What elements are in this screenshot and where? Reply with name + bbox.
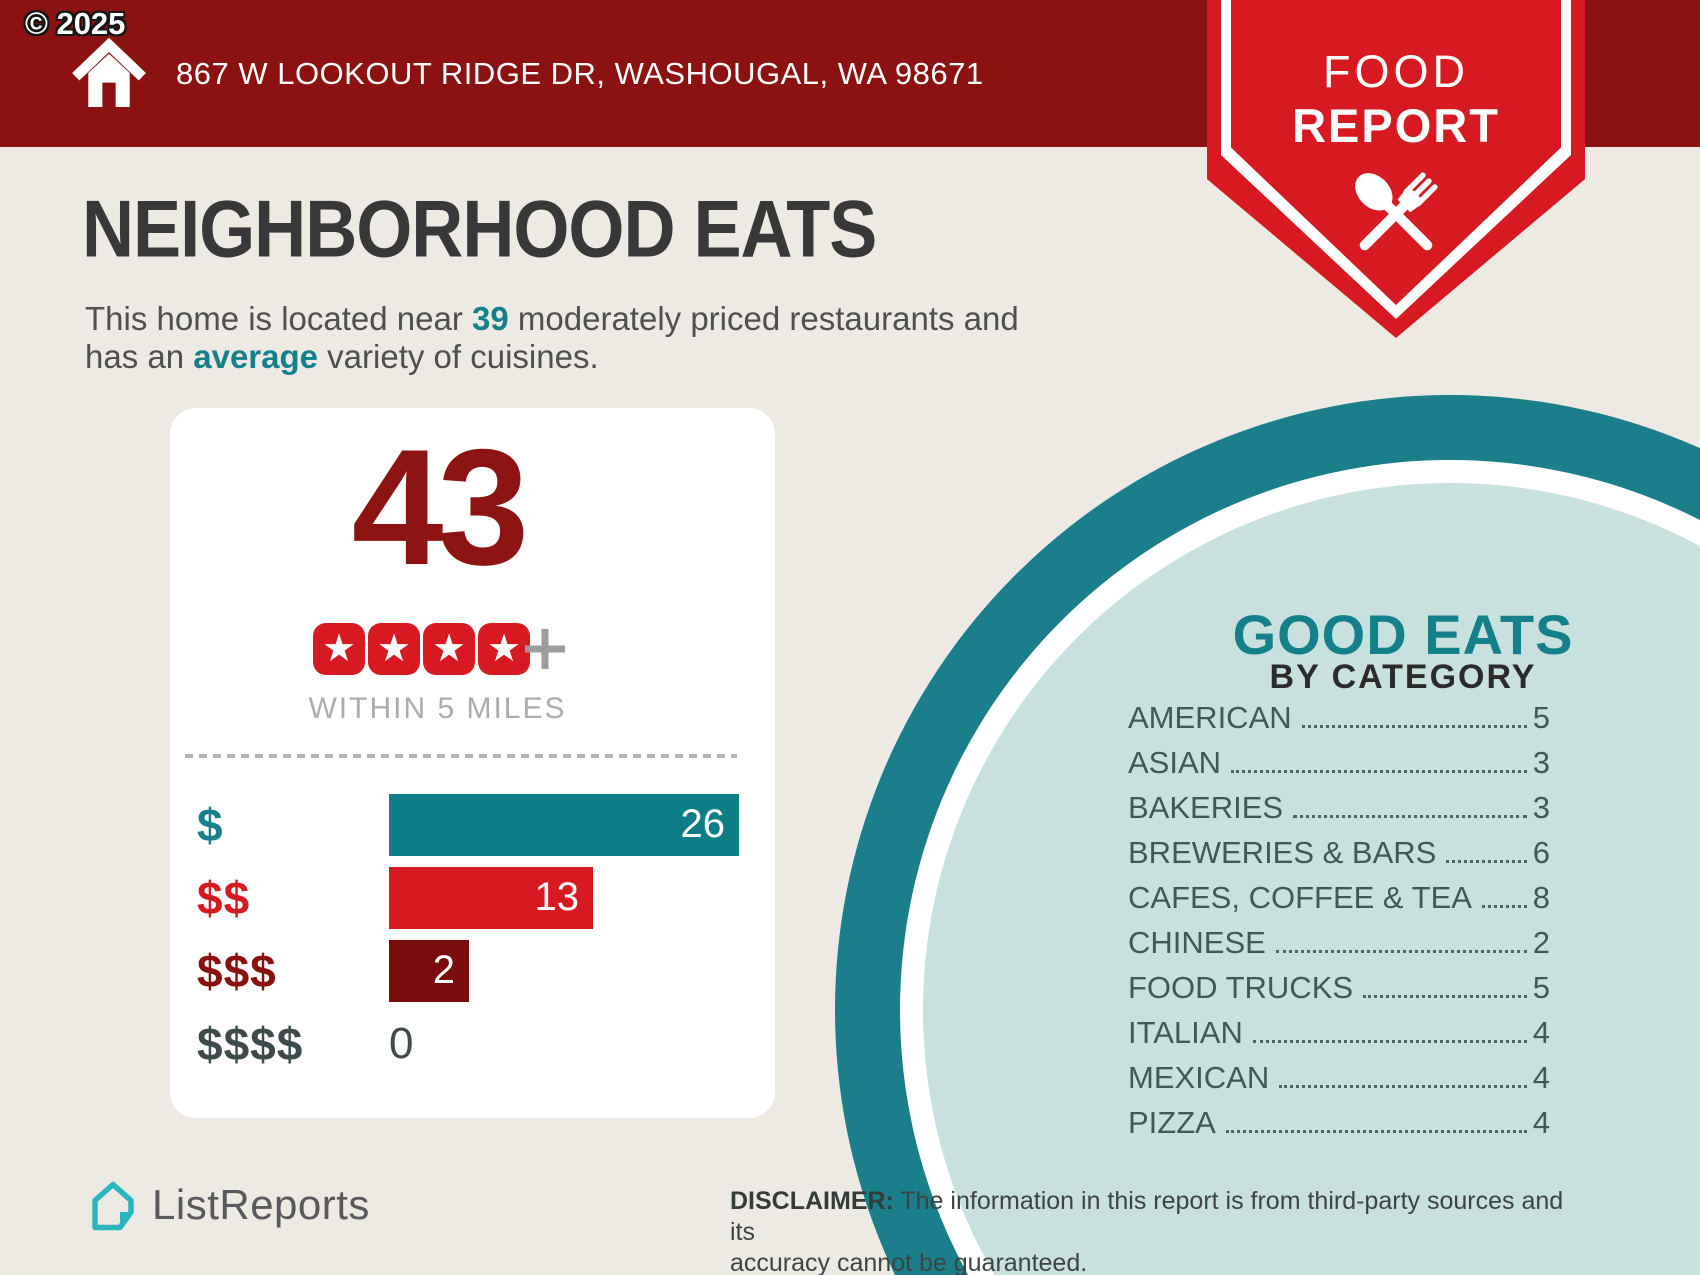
category-count: 3 <box>1532 745 1550 780</box>
home-icon <box>72 37 146 108</box>
category-row: PIZZA 4 <box>1128 1105 1550 1150</box>
spoon-fork-icon <box>1355 172 1438 251</box>
food-report-badge: FOOD REPORT <box>1207 0 1585 338</box>
price-tier-row: $$ 13 <box>197 861 757 934</box>
good-eats-title: GOOD EATS <box>1232 603 1574 666</box>
disclaimer: DISCLAIMER: The information in this repo… <box>730 1187 1564 1275</box>
price-tier-label: $$$ <box>197 944 277 997</box>
price-tier-label: $$ <box>197 871 251 924</box>
dotted-leader <box>1293 815 1527 818</box>
subtitle-line2: has an average variety of cuisines. <box>85 338 599 375</box>
dotted-leader <box>1231 770 1527 773</box>
price-tier-value: 26 <box>680 802 726 846</box>
category-row: BREWERIES & BARS 6 <box>1128 835 1550 880</box>
category-count: 3 <box>1532 790 1550 825</box>
subtitle-line1: This home is located near 39 moderately … <box>85 300 1019 337</box>
category-row: FOOD TRUCKS 5 <box>1128 970 1550 1015</box>
category-count: 2 <box>1532 925 1550 960</box>
price-tier-bar: 26 <box>389 793 739 856</box>
price-tier-row: $$$$ 0 <box>197 1007 757 1080</box>
star-icon: ★ <box>478 623 530 675</box>
dotted-leader <box>1446 860 1527 863</box>
disclaimer-label: DISCLAIMER: <box>730 1187 894 1215</box>
badge-title-line1: FOOD <box>1323 46 1469 97</box>
star-icon: ★ <box>423 623 475 675</box>
category-count: 8 <box>1532 880 1550 915</box>
price-tier-label: $ <box>197 798 224 851</box>
restaurant-summary-card: 43 ★ ★ ★ ★ WITHIN 5 MILES $26 $$ 13 $$$ 2 $$$$ 0 <box>170 408 775 1118</box>
brand-name: ListReports <box>152 1181 370 1228</box>
dotted-leader <box>1279 1085 1527 1088</box>
restaurant-count: 39 <box>472 300 509 337</box>
star-icon: ★ <box>313 623 365 675</box>
listreports-logo-icon <box>92 1181 134 1231</box>
plus-icon <box>525 629 565 669</box>
category-count: 6 <box>1532 835 1550 870</box>
star-rating: ★ ★ ★ ★ <box>313 623 530 675</box>
radius-label: WITHIN 5 MILES <box>308 692 567 725</box>
price-tier-row: $26 <box>197 788 757 861</box>
category-label: MEXICAN <box>1128 1060 1270 1095</box>
category-row: AMERICAN 5 <box>1128 700 1550 745</box>
price-tier-row: $$$ 2 <box>197 934 757 1007</box>
property-address: 867 W LOOKOUT RIDGE DR, WASHOUGAL, WA 98… <box>176 56 984 91</box>
category-label: CAFES, COFFEE & TEA <box>1128 880 1472 915</box>
dotted-leader <box>1301 725 1527 728</box>
listreports-brand: ListReports <box>88 1178 370 1232</box>
category-list: AMERICAN 5 ASIAN 3 BAKERIES 3 BREWERIES & BARS… <box>1128 700 1550 1150</box>
category-label: CHINESE <box>1128 925 1266 960</box>
page-subtitle: This home is located near 39 moderately … <box>85 300 1125 376</box>
badge-title-line2: REPORT <box>1292 99 1500 152</box>
category-label: BAKERIES <box>1128 790 1284 825</box>
category-label: FOOD TRUCKS <box>1128 970 1354 1005</box>
price-tier-bar: 13 <box>389 866 593 929</box>
category-label: BREWERIES & BARS <box>1128 835 1437 870</box>
restaurant-total-count: 43 <box>351 415 530 599</box>
dotted-leader <box>1481 905 1527 908</box>
category-count: 5 <box>1532 700 1550 735</box>
category-count: 4 <box>1532 1015 1550 1050</box>
category-row: CHINESE 2 <box>1128 925 1550 970</box>
dotted-leader <box>1225 1130 1527 1133</box>
price-tier-bar: 2 <box>389 939 469 1002</box>
category-label: ASIAN <box>1128 745 1222 780</box>
page-title: NEIGHBORHOOD EATS <box>82 184 877 274</box>
category-row: MEXICAN 4 <box>1128 1060 1550 1105</box>
category-row: CAFES, COFFEE & TEA 8 <box>1128 880 1550 925</box>
variety-rating: average <box>193 338 319 375</box>
category-count: 4 <box>1532 1105 1550 1140</box>
category-label: ITALIAN <box>1128 1015 1243 1050</box>
price-tier-value: 0 <box>389 1018 414 1068</box>
dotted-leader <box>1363 995 1527 998</box>
price-tier-label: $$$$ <box>197 1017 304 1070</box>
good-eats-subtitle: BY CATEGORY <box>1269 658 1537 696</box>
star-icon: ★ <box>368 623 420 675</box>
category-count: 5 <box>1532 970 1550 1005</box>
divider <box>185 754 737 758</box>
price-tier-value: 2 <box>432 948 455 992</box>
category-row: ASIAN 3 <box>1128 745 1550 790</box>
dotted-leader <box>1252 1040 1527 1043</box>
category-count: 4 <box>1532 1060 1550 1095</box>
dotted-leader <box>1275 950 1527 953</box>
price-tier-bar-chart: $26 $$ 13 $$$ 2 $$$$ 0 <box>197 788 757 1080</box>
price-tier-value: 13 <box>534 875 580 919</box>
category-label: AMERICAN <box>1128 700 1292 735</box>
category-row: BAKERIES 3 <box>1128 790 1550 835</box>
category-label: PIZZA <box>1128 1105 1216 1140</box>
copyright-text: © 2025 <box>25 6 126 41</box>
category-row: ITALIAN 4 <box>1128 1015 1550 1060</box>
